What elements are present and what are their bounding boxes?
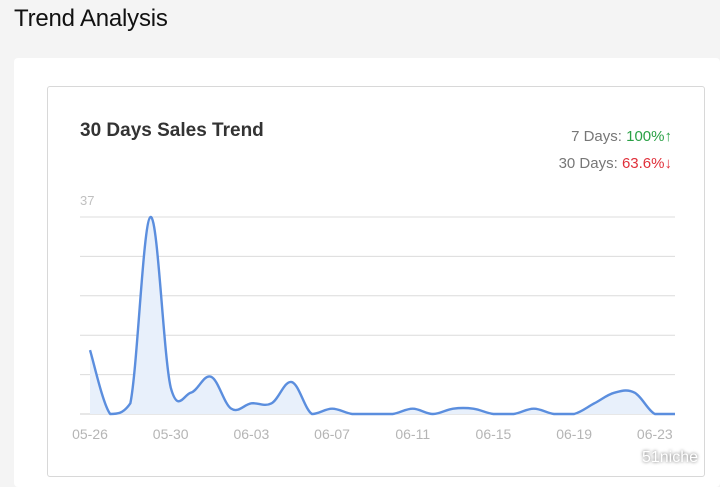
- x-tick-label: 05-30: [153, 426, 189, 442]
- x-tick-label: 06-11: [395, 426, 430, 442]
- series-area: [90, 216, 675, 414]
- stat-7-days: 7 Days: 100%↑: [559, 123, 672, 150]
- sales-trend-chart: 37 05-26 05-30 06-03 06-07 06-11 06-15 06-19 06-…: [72, 193, 675, 442]
- x-tick-label: 06-19: [556, 426, 592, 442]
- x-tick-label: 06-23: [637, 426, 673, 442]
- wechat-icon: [612, 449, 636, 467]
- card-title: 30 Days Sales Trend: [80, 120, 264, 141]
- series-line: [88, 215, 675, 416]
- stat-7-days-value: 100%: [626, 128, 665, 145]
- stat-30-days-value: 63.6%: [621, 155, 665, 172]
- stat-30-days-label: 30 Days:: [558, 155, 622, 172]
- arrow-up-icon: ↑: [664, 128, 673, 145]
- stat-30-days: 30 Days: 63.6%↓: [559, 150, 672, 177]
- page-title: Trend Analysis: [14, 5, 168, 32]
- sales-trend-card: 30 Days Sales Trend 7 Days: 100%↑ 30 Day…: [47, 86, 705, 477]
- stat-7-days-label: 7 Days:: [571, 128, 627, 145]
- stats-summary: 7 Days: 100%↑ 30 Days: 63.6%↓: [559, 123, 672, 177]
- y-tick-label: 37: [80, 193, 94, 208]
- x-tick-label: 06-03: [233, 426, 269, 442]
- watermark: 51niche: [612, 449, 698, 467]
- x-tick-label: 05-26: [72, 426, 108, 442]
- watermark-text: 51niche: [641, 449, 698, 466]
- arrow-down-icon: ↓: [664, 155, 673, 172]
- x-tick-label: 06-07: [314, 426, 350, 442]
- x-tick-label: 06-15: [476, 426, 512, 442]
